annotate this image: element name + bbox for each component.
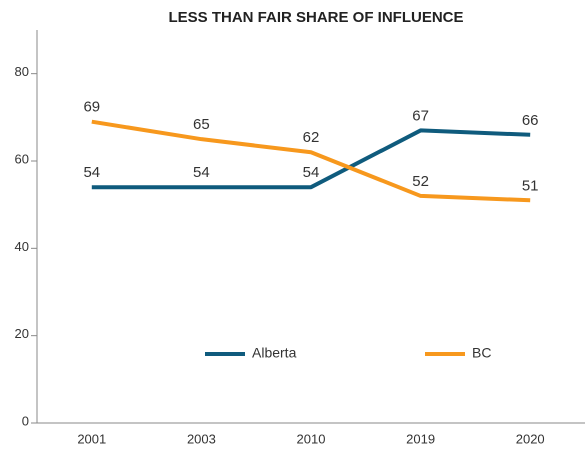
- y-tick-label: 20: [15, 326, 29, 341]
- data-label: 62: [303, 129, 320, 146]
- data-label: 67: [412, 107, 429, 124]
- y-tick-label: 0: [22, 413, 29, 428]
- y-tick-label: 40: [15, 239, 29, 254]
- series-line: [91, 128, 531, 190]
- data-label: 54: [303, 164, 320, 181]
- data-label: 52: [412, 173, 429, 190]
- legend-label: BC: [472, 345, 491, 361]
- y-tick-label: 60: [15, 151, 29, 166]
- data-label: 54: [83, 164, 100, 181]
- data-label: 51: [522, 177, 539, 194]
- chart-title: LESS THAN FAIR SHARE OF INFLUENCE: [168, 9, 463, 26]
- x-tick-label: 2019: [406, 431, 435, 446]
- legend-label: Alberta: [252, 345, 297, 361]
- series-line: [91, 119, 531, 203]
- x-tick-label: 2003: [187, 431, 216, 446]
- data-label: 69: [83, 99, 100, 116]
- y-tick-label: 80: [15, 64, 29, 79]
- data-label: 54: [193, 164, 210, 181]
- data-label: 66: [522, 112, 539, 129]
- x-tick-label: 2010: [297, 431, 326, 446]
- data-label: 65: [193, 116, 210, 133]
- x-tick-label: 2001: [77, 431, 106, 446]
- x-tick-label: 2020: [516, 431, 545, 446]
